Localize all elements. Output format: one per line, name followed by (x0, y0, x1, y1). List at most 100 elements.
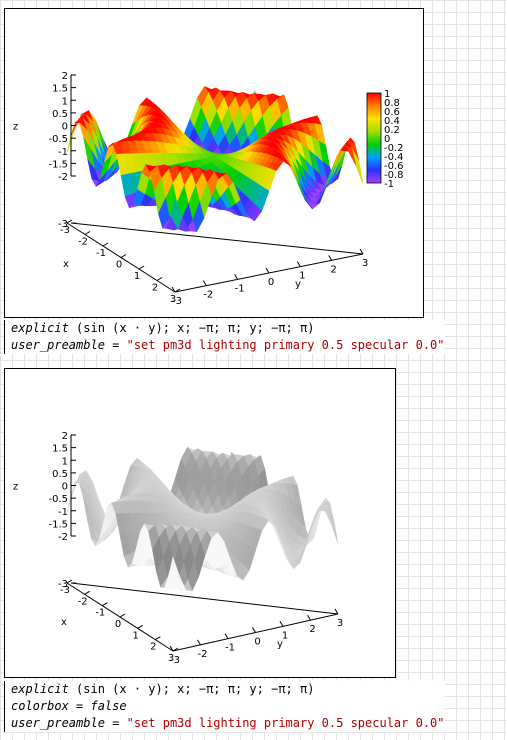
z-tick-label: 2 (62, 431, 68, 442)
colorbar-tick-label: 0.6 (384, 107, 400, 118)
colorbar-tick-label: -1 (384, 179, 394, 190)
z-tick-label: -0.5 (48, 134, 68, 145)
x-tick-label: -3 (60, 225, 70, 236)
z-tick-label: -2 (58, 532, 68, 543)
code-line-preamble: user_preamble = "set pm3d lighting prima… (11, 338, 445, 352)
x-tick-label: -1 (95, 608, 105, 619)
x-tick-mark (66, 579, 73, 584)
y-tick-label: -2 (198, 649, 208, 660)
y-tick-label: 3 (337, 618, 343, 629)
x-tick-mark (155, 636, 161, 641)
x-axis-title: x (61, 617, 67, 628)
y-tick-mark (234, 274, 239, 280)
x-tick-mark (66, 219, 73, 224)
x-tick-label: -3 (60, 585, 70, 596)
z-tick-label: 1 (62, 96, 68, 107)
colorbar (366, 92, 382, 184)
x-tick-label: 1 (132, 630, 138, 641)
y-tick-label: 2 (309, 624, 315, 635)
y-tick-mark (224, 633, 229, 639)
plot-output-2[interactable]: 2 1.5 1 0.5 0 -0.5 -1 -1.5 -2 z -3 -3 -2 -1 0 1 2 3 -3 -2 -1… (4, 368, 396, 678)
y-tick-mark (328, 255, 333, 261)
x-axis-title: x (63, 259, 69, 270)
x-tick-label: 0 (115, 619, 121, 630)
x-tick-mark (172, 647, 179, 652)
x-tick-mark (84, 590, 90, 595)
z-tick-label: -2 (58, 172, 68, 183)
surface-patch (66, 479, 78, 513)
z-axis-title: z (13, 122, 18, 133)
z-tick-label: 1.5 (52, 84, 68, 95)
z-tick-label: -1.5 (48, 519, 68, 530)
surface-patch (168, 556, 180, 589)
z-tick-label: 0.5 (52, 109, 68, 120)
x-tick-mark (138, 265, 145, 270)
y-tick-mark (171, 286, 176, 293)
x-tick-mark (120, 254, 127, 258)
y-tick-mark (169, 645, 174, 652)
z-tick-label: -1 (58, 507, 68, 518)
x-tick-label: 1 (134, 271, 140, 282)
surface-patch (66, 119, 79, 153)
y-tick-label: 1 (282, 630, 288, 641)
colorbar-tick-label: -0.6 (384, 161, 404, 172)
x-tick-label: 3 (168, 653, 174, 664)
surface-mesh (66, 85, 364, 233)
back-axis-line (70, 582, 339, 615)
z-tick-label: -0.5 (48, 494, 68, 505)
surface-patch (170, 197, 183, 230)
z-tick-label: 2 (62, 71, 68, 82)
z-tick-label: 1.5 (52, 444, 68, 455)
y-tick-label: 1 (299, 271, 305, 282)
y-tick-label: 0 (268, 277, 274, 288)
z-tick-label: 0 (62, 482, 68, 493)
z-tick-label: 1 (62, 456, 68, 467)
x-tick-mark (102, 242, 109, 247)
y-tick-label: -1 (225, 643, 235, 654)
colorbar-tick-label: -0.8 (384, 170, 404, 181)
x-tick-mark (102, 602, 108, 607)
y-tick-mark (334, 608, 339, 615)
y-tick-mark (307, 614, 311, 621)
y-tick-label: -1 (235, 283, 245, 294)
colorbar-tick-label: -0.2 (384, 143, 404, 154)
y-tick-label: 0 (254, 637, 260, 648)
x-tick-mark (156, 277, 163, 281)
y-axis-title: y (295, 279, 301, 290)
x-tick-mark (174, 288, 181, 293)
surface-plot-2: 21.510.50-0.5-1-1.5-2z-3-3-2-10123-3-2-1… (13, 431, 343, 666)
y-tick-mark (197, 639, 201, 646)
y-tick-mark (359, 248, 364, 255)
x-tick-mark (137, 624, 143, 629)
code-line-preamble: user_preamble = "set pm3d lighting prima… (11, 716, 445, 730)
z-tick-label: 0 (62, 122, 68, 133)
colorbar-tick-label: 0.2 (384, 125, 400, 136)
z-axis-title: z (13, 482, 18, 493)
x-tick-mark (84, 231, 91, 235)
z-tick-label: -3 (58, 219, 68, 230)
x-tick-label: -1 (96, 248, 106, 259)
z-tick-label: 0.5 (52, 469, 68, 480)
code-input-2[interactable]: explicit (sin (x · y); x; −π; π; y; −π; … (4, 681, 445, 732)
colorbar-tick-label: 1 (384, 89, 390, 100)
z-tick-label: -1 (58, 147, 68, 158)
y-tick-label: 2 (330, 264, 336, 275)
y-tick-mark (202, 280, 207, 286)
x-tick-label: 3 (170, 294, 176, 305)
plot-output-1[interactable]: 2 1.5 1 0.5 0 -0.5 -1 -1.5 -2 z -3 -3 -2 -1 0 1 2 3 -3 -2 -1… (4, 8, 424, 318)
y-tick-label: -3 (170, 655, 180, 666)
x-tick-label: -2 (78, 237, 88, 248)
y-axis-title: y (277, 639, 283, 650)
y-tick-label: -2 (203, 290, 213, 301)
surface-mesh (66, 446, 339, 592)
x-tick-label: 2 (150, 642, 156, 653)
colorbar-tick-label: 0.8 (384, 98, 400, 109)
colorbar-tick-label: 0 (384, 134, 390, 145)
code-input-1[interactable]: explicit (sin (x · y); x; −π; π; y; −π; … (4, 320, 445, 354)
x-tick-mark (119, 613, 126, 618)
y-tick-mark (265, 267, 270, 274)
y-tick-mark (252, 627, 256, 633)
code-line-explicit: explicit (sin (x · y); x; −π; π; y; −π; … (11, 682, 315, 696)
y-tick-mark (279, 621, 284, 627)
x-tick-label: 2 (152, 283, 158, 294)
